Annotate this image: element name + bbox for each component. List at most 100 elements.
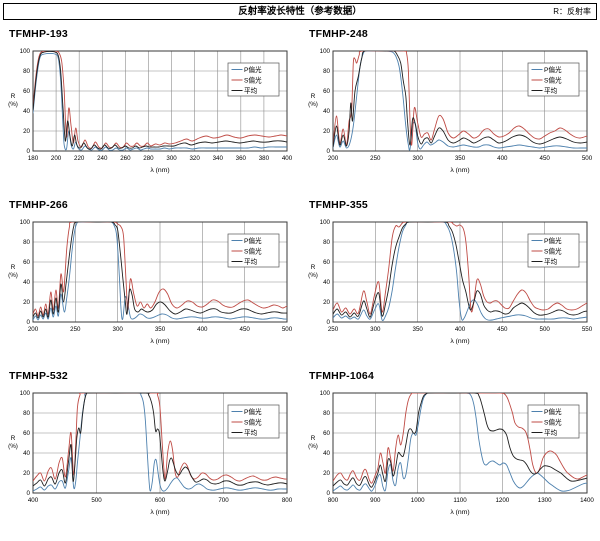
chart-canvas: 200 250 300 350 400 450 500 0 20 40 60 80 100 R (%) λ (… bbox=[0, 212, 300, 350]
x-tick-labels: 200 250 300 350 400 450 500 bbox=[28, 326, 293, 333]
series-line-1 bbox=[333, 393, 587, 484]
y-axis-unit-label: (%) bbox=[308, 101, 318, 108]
series-line-2 bbox=[333, 222, 587, 318]
svg-text:20: 20 bbox=[23, 299, 30, 306]
svg-text:500: 500 bbox=[540, 326, 551, 333]
header-note: R：反射率 bbox=[553, 7, 591, 16]
y-axis-label: R bbox=[311, 435, 316, 442]
series-group bbox=[33, 51, 287, 151]
legend-label-1: S偏光 bbox=[544, 246, 562, 255]
chart-svg-TFMHP-193: 180 200 220 240 260 280 300 320 340 360 380 400 0 20 4… bbox=[8, 48, 293, 174]
legend-label-0: P偏光 bbox=[244, 65, 262, 74]
series-line-0 bbox=[33, 52, 287, 151]
svg-text:100: 100 bbox=[20, 48, 31, 55]
svg-text:500: 500 bbox=[91, 497, 102, 504]
x-axis-label: λ (nm) bbox=[450, 509, 469, 516]
chart-canvas: 200 250 300 350 400 450 500 0 20 40 60 80 100 R (%) λ (… bbox=[300, 41, 600, 179]
svg-text:0: 0 bbox=[327, 490, 331, 497]
svg-text:20: 20 bbox=[323, 470, 330, 477]
legend-label-1: S偏光 bbox=[244, 417, 262, 426]
series-line-1 bbox=[33, 51, 287, 149]
svg-text:250: 250 bbox=[70, 326, 81, 333]
legend-label-0: P偏光 bbox=[244, 236, 262, 245]
svg-text:260: 260 bbox=[120, 155, 131, 162]
series-line-0 bbox=[333, 222, 587, 321]
legend-label-0: P偏光 bbox=[544, 65, 562, 74]
svg-text:500: 500 bbox=[282, 326, 293, 333]
plot-border bbox=[32, 392, 288, 494]
legend-label-1: S偏光 bbox=[244, 246, 262, 255]
plot-border bbox=[332, 221, 588, 323]
svg-text:40: 40 bbox=[23, 450, 30, 457]
svg-text:360: 360 bbox=[236, 155, 247, 162]
svg-text:240: 240 bbox=[97, 155, 108, 162]
y-tick-labels: 0 20 40 60 80 100 bbox=[320, 390, 331, 497]
chart-canvas: 180 200 220 240 260 280 300 320 340 360 380 400 0 20 4… bbox=[0, 41, 300, 179]
chart-panel-tfmhp-355: TFMHP-355 250 300 350 400 450 500 550 0 20 40 60 80… bbox=[300, 193, 600, 364]
svg-text:1000: 1000 bbox=[411, 497, 425, 504]
chart-panel-tfmhp-1064: TFMHP-1064 800 900 1000 1100 1200 1300 1400 0 20… bbox=[300, 364, 600, 535]
chart-canvas: 400 500 600 700 800 0 20 40 60 80 100 R (%) λ (nm) P偏光… bbox=[0, 383, 300, 521]
svg-text:200: 200 bbox=[51, 155, 62, 162]
x-tick-labels: 400 500 600 700 800 bbox=[28, 497, 293, 504]
y-tick-labels: 0 20 40 60 80 100 bbox=[20, 219, 31, 326]
svg-text:40: 40 bbox=[323, 108, 330, 115]
series-line-2 bbox=[333, 51, 587, 148]
legend-label-2: 平均 bbox=[244, 428, 258, 437]
header-bar: 反射率波长特性（参考数据） R：反射率 bbox=[3, 3, 597, 20]
svg-text:20: 20 bbox=[23, 470, 30, 477]
svg-text:450: 450 bbox=[540, 155, 551, 162]
svg-text:350: 350 bbox=[413, 326, 424, 333]
series-group bbox=[333, 51, 587, 151]
svg-text:700: 700 bbox=[218, 497, 229, 504]
series-line-0 bbox=[33, 222, 287, 321]
x-tick-labels: 200 250 300 350 400 450 500 bbox=[328, 155, 593, 162]
chart-panel-tfmhp-266: TFMHP-266 200 250 300 350 400 450 500 0 20 40 60 80… bbox=[0, 193, 300, 364]
svg-text:40: 40 bbox=[23, 108, 30, 115]
svg-text:60: 60 bbox=[323, 430, 330, 437]
page: 反射率波长特性（参考数据） R：反射率 TFMHP-193 180 200 220 2… bbox=[0, 3, 600, 535]
svg-text:0: 0 bbox=[27, 490, 31, 497]
plot-border bbox=[32, 221, 288, 323]
x-axis-label: λ (nm) bbox=[150, 167, 169, 174]
svg-text:40: 40 bbox=[323, 450, 330, 457]
svg-text:100: 100 bbox=[320, 48, 331, 55]
svg-text:300: 300 bbox=[166, 155, 177, 162]
series-line-2 bbox=[33, 222, 287, 319]
svg-text:800: 800 bbox=[328, 497, 339, 504]
y-axis-unit-label: (%) bbox=[8, 272, 18, 279]
legend-label-1: S偏光 bbox=[244, 75, 262, 84]
svg-text:20: 20 bbox=[323, 299, 330, 306]
svg-text:450: 450 bbox=[497, 326, 508, 333]
svg-text:0: 0 bbox=[327, 319, 331, 326]
series-line-0 bbox=[33, 393, 287, 492]
svg-text:550: 550 bbox=[582, 326, 593, 333]
svg-text:400: 400 bbox=[28, 497, 39, 504]
y-tick-labels: 0 20 40 60 80 100 bbox=[320, 219, 331, 326]
chart-title: TFMHP-248 bbox=[309, 28, 368, 40]
svg-text:60: 60 bbox=[23, 259, 30, 266]
y-axis-label: R bbox=[311, 264, 316, 271]
legend-label-2: 平均 bbox=[544, 86, 558, 95]
svg-text:220: 220 bbox=[74, 155, 85, 162]
chart-svg-TFMHP-1064: 800 900 1000 1100 1200 1300 1400 0 20 40 60 80 100 R(… bbox=[308, 390, 595, 516]
y-axis-label: R bbox=[11, 93, 16, 100]
svg-text:100: 100 bbox=[320, 390, 331, 397]
y-axis-unit-label: (%) bbox=[8, 443, 18, 450]
chart-title: TFMHP-532 bbox=[9, 370, 68, 382]
x-tick-labels: 800 900 1000 1100 1200 1300 1400 bbox=[328, 497, 595, 504]
svg-text:400: 400 bbox=[197, 326, 208, 333]
svg-text:340: 340 bbox=[213, 155, 224, 162]
legend-label-2: 平均 bbox=[544, 428, 558, 437]
chart-title: TFMHP-1064 bbox=[309, 370, 375, 382]
svg-text:280: 280 bbox=[143, 155, 154, 162]
x-axis-label: λ (nm) bbox=[150, 338, 169, 345]
series-group bbox=[333, 393, 587, 492]
svg-text:80: 80 bbox=[23, 68, 30, 75]
x-axis-label: λ (nm) bbox=[450, 338, 469, 345]
